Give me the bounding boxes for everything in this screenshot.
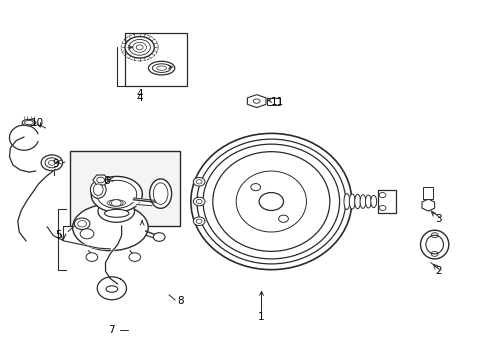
Ellipse shape [153, 183, 167, 204]
Circle shape [153, 233, 164, 241]
Ellipse shape [149, 179, 171, 208]
Polygon shape [421, 199, 434, 211]
Ellipse shape [365, 195, 370, 208]
Ellipse shape [197, 139, 345, 264]
Bar [377, 190, 395, 213]
Text: 3: 3 [434, 215, 441, 224]
Ellipse shape [104, 210, 129, 217]
Bar [70, 150, 180, 226]
Ellipse shape [343, 194, 349, 210]
Ellipse shape [370, 195, 376, 208]
Ellipse shape [148, 61, 174, 75]
Circle shape [259, 193, 283, 211]
Ellipse shape [425, 235, 443, 254]
Ellipse shape [97, 180, 137, 208]
Text: 10: 10 [31, 118, 44, 128]
Circle shape [193, 177, 204, 186]
Text: 9: 9 [52, 159, 59, 169]
Ellipse shape [90, 181, 106, 198]
Polygon shape [93, 175, 108, 185]
Circle shape [80, 229, 94, 239]
Ellipse shape [212, 152, 329, 251]
Ellipse shape [91, 176, 142, 212]
Circle shape [250, 184, 260, 191]
Ellipse shape [73, 204, 148, 251]
Ellipse shape [253, 99, 260, 103]
Circle shape [193, 197, 204, 206]
Circle shape [86, 253, 98, 261]
Circle shape [129, 253, 141, 261]
Ellipse shape [203, 144, 339, 259]
Text: 7: 7 [108, 325, 115, 335]
Ellipse shape [354, 194, 360, 209]
Text: 4: 4 [136, 89, 142, 99]
Ellipse shape [359, 195, 365, 208]
Text: 5: 5 [55, 230, 61, 239]
Ellipse shape [107, 200, 125, 206]
Circle shape [378, 193, 385, 198]
Text: 11: 11 [270, 97, 284, 107]
Bar [125, 33, 187, 86]
Ellipse shape [98, 200, 134, 222]
Ellipse shape [157, 66, 166, 70]
Polygon shape [247, 95, 265, 108]
Text: 4: 4 [136, 93, 142, 103]
Circle shape [193, 217, 204, 226]
Circle shape [74, 218, 90, 229]
Circle shape [378, 206, 385, 211]
Ellipse shape [106, 286, 118, 292]
Text: 6: 6 [103, 176, 110, 186]
Ellipse shape [111, 200, 121, 206]
Text: 8: 8 [177, 296, 183, 306]
Ellipse shape [348, 194, 354, 209]
Ellipse shape [109, 200, 123, 206]
Circle shape [41, 155, 62, 171]
Ellipse shape [190, 134, 351, 270]
Ellipse shape [22, 120, 36, 126]
Ellipse shape [152, 64, 170, 72]
Text: 1: 1 [258, 312, 264, 322]
Ellipse shape [420, 230, 448, 259]
Ellipse shape [93, 184, 103, 195]
Circle shape [125, 37, 154, 58]
Bar [423, 187, 432, 199]
Circle shape [278, 215, 288, 222]
Ellipse shape [104, 198, 128, 208]
Bar [267, 98, 279, 105]
Text: 2: 2 [434, 266, 441, 276]
